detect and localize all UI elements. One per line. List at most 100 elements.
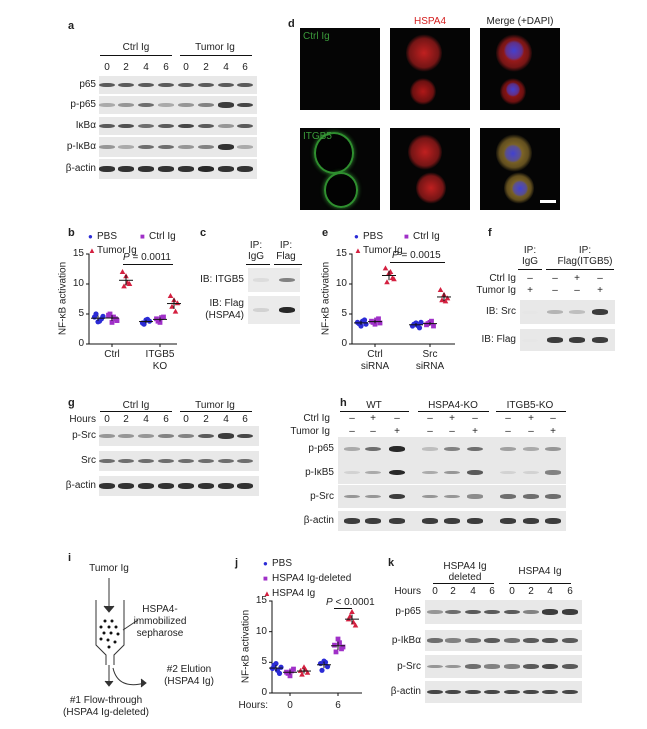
band [504,689,520,695]
legend-marker-square: ■ [263,574,268,583]
lane-label: 0 [183,62,189,73]
band [427,638,443,643]
data-point [418,319,424,325]
band [422,494,438,499]
significance-bar [334,608,352,609]
treatment-sign: + [528,413,534,424]
cell-image [504,144,522,163]
lane-label: 0 [104,414,110,425]
blot-label: p-IκB5 [305,466,334,478]
blot-f-row [520,300,615,324]
treatment-sign: – [550,413,556,424]
band [484,638,500,643]
micrograph-ctrl-merge [480,28,560,110]
blot-k-row [425,681,582,703]
band [178,103,194,107]
legend-marker-triangle: ▲ [88,246,96,255]
group-underline [433,583,494,584]
band [237,483,253,489]
band [218,433,234,439]
band [118,166,134,172]
band [467,518,483,524]
col-title-merge: Merge (+DAPI) [486,16,554,27]
blot-a-row [99,76,257,94]
band [445,664,461,669]
x-label: 0 [287,700,293,711]
data-point [107,311,113,317]
data-point [340,644,346,650]
legend-label: HSPA4 Ig [272,588,316,599]
band [158,82,174,88]
lane-label: 0 [104,62,110,73]
band [158,166,174,172]
panel-label-j: j [235,557,239,569]
band [542,638,558,643]
blot-h-row [338,437,566,461]
group-label: HSPA4 Ig [443,561,487,572]
blot-g-row [99,451,259,471]
band [218,144,234,150]
lane-label: 6 [242,62,248,73]
band [500,447,516,451]
treatment-sign: – [427,426,433,437]
data-point [431,323,436,329]
band [500,494,516,499]
treatment-sign: – [394,413,400,424]
y-tick-label: 10 [72,278,84,289]
cell-image [410,78,436,106]
band [237,102,253,108]
band [237,433,253,439]
treatment-sign: – [349,426,355,437]
micrograph-ctrl-hspa4 [390,28,470,110]
band [253,278,269,282]
data-point [377,320,383,326]
y-tick-label: 5 [78,308,84,319]
treatment-sign: + [449,413,455,424]
data-point [285,670,291,676]
blot-a-row [99,137,257,157]
group-underline [496,411,566,412]
band [569,310,585,314]
band [138,458,154,464]
y-tick-label: 0 [261,687,267,698]
band [427,689,443,695]
band [500,470,516,475]
band [542,664,558,669]
band [465,664,481,669]
band [422,518,438,524]
band [547,310,563,314]
lane-label: 2 [123,414,129,425]
legend-label: Ctrl Ig [413,231,440,242]
treatment-sign: – [505,413,511,424]
blot-k-row [425,600,582,624]
hours-label: Hours [69,414,96,425]
band [523,689,539,695]
data-point [159,315,164,320]
band [99,145,115,149]
lane-label: 6 [163,62,169,73]
band [218,483,234,489]
legend-marker-circle: ● [88,232,93,241]
hours-label: Hours [394,586,421,597]
band [522,310,538,314]
band [178,166,194,172]
x-label: Ctrl siRNA [360,349,390,372]
band [523,447,539,451]
band [158,144,174,150]
ip-label: IgG [521,256,539,267]
lane-label: 4 [143,62,149,73]
blot-label: p-Src [72,430,96,441]
group-label: WT [366,400,382,411]
band [198,433,214,439]
legend-label: PBS [97,231,118,242]
elution-label: #2 Elution [166,664,212,675]
data-point [109,320,115,325]
group-underline [100,411,172,412]
band [467,470,483,475]
band [237,145,253,149]
band [237,123,253,129]
column-label: sepharose [136,628,184,639]
